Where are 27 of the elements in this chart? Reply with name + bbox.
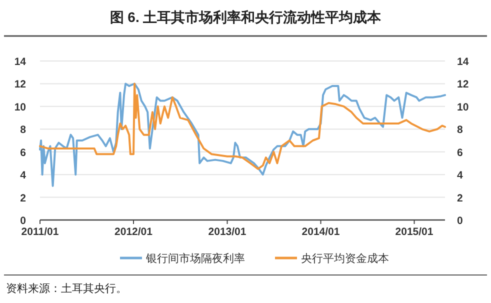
x-tick-label: 2011/01 bbox=[21, 226, 59, 238]
x-tick-label: 2014/01 bbox=[302, 226, 340, 238]
x-tick-label: 2013/01 bbox=[208, 226, 246, 238]
y2-tick-label: 0 bbox=[457, 215, 463, 227]
x-tick-label: 2012/01 bbox=[114, 226, 153, 238]
text: 资料来源：土耳其央行。 bbox=[6, 282, 127, 295]
y-tick-label: 12 bbox=[14, 78, 26, 91]
y2-tick-label: 12 bbox=[457, 78, 469, 91]
y-tick-label: 6 bbox=[20, 146, 26, 159]
y2-tick-label: 6 bbox=[457, 146, 463, 159]
y2-tick-label: 8 bbox=[457, 124, 463, 136]
y2-tick-label: 2 bbox=[457, 192, 463, 204]
y-tick-label: 8 bbox=[20, 124, 26, 136]
line-series bbox=[39, 82, 446, 170]
y-tick-label: 10 bbox=[14, 101, 26, 114]
line-series bbox=[39, 82, 446, 187]
y-tick-label: 0 bbox=[20, 215, 26, 227]
y2-tick-label: 14 bbox=[457, 56, 469, 68]
y2-tick-label: 4 bbox=[457, 170, 463, 182]
x-tick-label: 2015/01 bbox=[395, 226, 434, 238]
y2-tick-label: 10 bbox=[457, 101, 469, 114]
y-tick-label: 14 bbox=[14, 56, 26, 68]
legend-label: 银行间市场隔夜利率 bbox=[145, 252, 245, 265]
legend-label: 央行平均资金成本 bbox=[301, 252, 389, 265]
y-tick-label: 2 bbox=[20, 192, 26, 204]
chart-title: 图 6. 土耳其市场利率和央行流动性平均成本 bbox=[110, 9, 382, 25]
y-tick-label: 4 bbox=[20, 170, 26, 182]
